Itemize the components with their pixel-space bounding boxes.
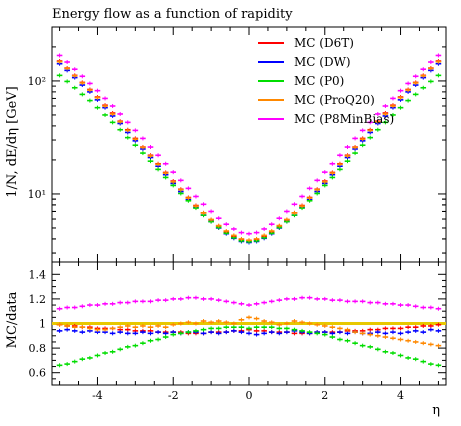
series-ratio-3 <box>56 315 442 348</box>
x-tick-label: 2 <box>321 389 328 402</box>
y-tick-label-top: 10¹ <box>28 188 46 201</box>
x-axis-label: η <box>432 403 440 418</box>
y-tick-label-bottom: 1 <box>39 318 46 331</box>
series-top-1 <box>56 61 442 245</box>
x-tick-label: 0 <box>246 389 253 402</box>
x-tick-label: -2 <box>168 389 179 402</box>
y-tick-label-top: 10² <box>28 75 46 88</box>
x-tick-label: -4 <box>92 389 103 402</box>
series-top-4 <box>56 53 442 236</box>
legend-entry: MC (P0) <box>294 74 344 88</box>
ratio-panel: -4 -2 0 2 4 0.6 0.8 1 1.2 1.4 <box>29 261 447 402</box>
x-tick-label: 4 <box>397 389 404 402</box>
y-axis-label-top: 1/N, dE/dη [GeV] <box>5 86 20 198</box>
y-axis-label-bottom: MC/data <box>5 291 20 348</box>
legend-entry: MC (P8MinBias) <box>294 112 394 126</box>
legend-entry: MC (D6T) <box>294 36 354 50</box>
series-top-0 <box>56 59 442 243</box>
legend-entry: MC (DW) <box>294 55 351 69</box>
series-ratio-4 <box>56 295 442 311</box>
chart-title: Energy flow as a function of rapidity <box>52 7 293 22</box>
top-panel-frame <box>51 26 447 263</box>
series-top-3 <box>56 59 442 243</box>
y-tick-label-bottom: 1.4 <box>29 268 47 281</box>
y-tick-label-bottom: 1.2 <box>29 293 47 306</box>
y-tick-label-bottom: 0.6 <box>29 367 47 380</box>
y-tick-label-bottom: 0.8 <box>29 342 47 355</box>
series-ratio-2 <box>56 325 442 368</box>
top-panel: 10¹ 10² <box>28 26 447 263</box>
series-top-2 <box>56 73 442 244</box>
legend-entry: MC (ProQ20) <box>294 93 375 107</box>
legend: MC (D6T) MC (DW) MC (P0) MC (ProQ20) MC (P8M… <box>258 36 394 126</box>
